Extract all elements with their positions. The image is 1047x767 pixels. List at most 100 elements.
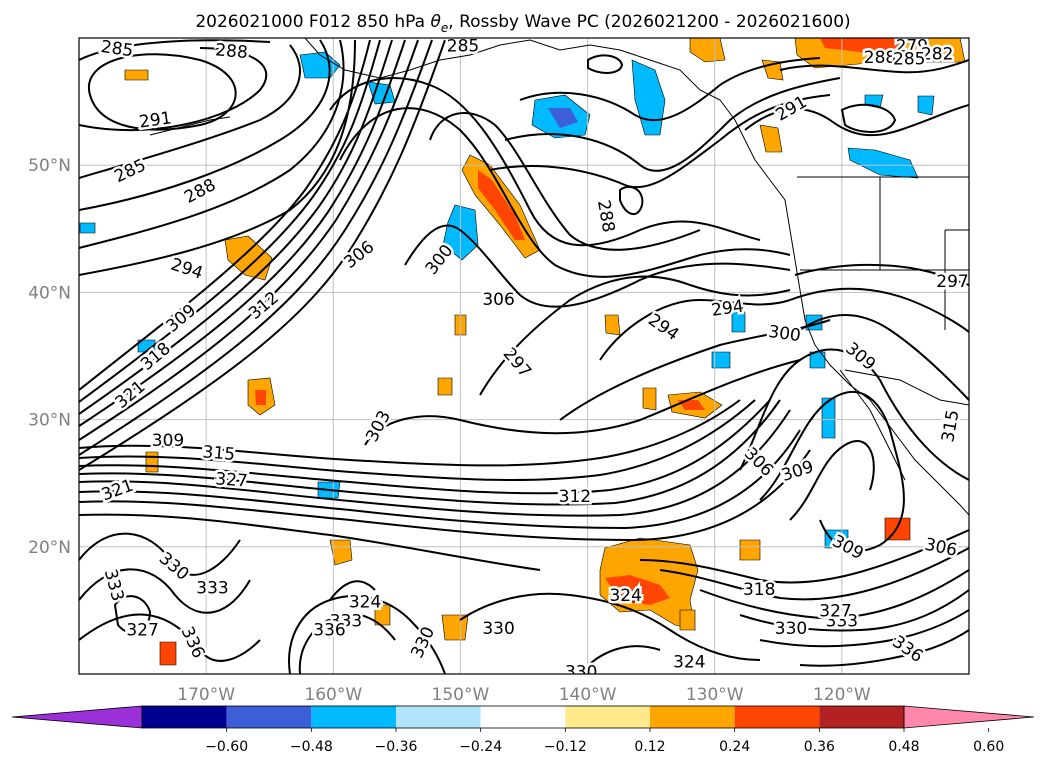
contour-label: 309: [149, 428, 186, 453]
contour-label: 318: [740, 577, 777, 602]
colorbar: −0.60 −0.48 −0.36 −0.24 −0.12 0.12 0.24 0.36 0.4…: [11, 705, 1035, 755]
coast-baja: [839, 369, 906, 481]
contour-s-closed-327: [113, 595, 152, 634]
lon-tick-label: 140°W: [559, 685, 617, 705]
shade-warm-bc: [759, 124, 783, 153]
shade-cold-gulf-2: [631, 59, 666, 136]
contour-s-333-b: [298, 612, 396, 674]
colorbar-tick-label: 0.36: [804, 739, 835, 755]
colorbar-tick-label: −0.24: [459, 739, 502, 755]
contour-label: 330: [772, 617, 809, 642]
contour-ridge-303: [339, 107, 791, 278]
contour-label-text: 279: [896, 37, 928, 57]
shade-warm-top-2-core: [820, 38, 910, 55]
contour-label-text: 324: [673, 652, 705, 672]
contour-ridge-285: [519, 57, 821, 122]
colorbar-tick-label: 0.60: [973, 739, 1004, 755]
shade-cold-canada: [847, 147, 919, 179]
coast-alaska: [304, 38, 791, 231]
contour-e-312: [789, 440, 875, 521]
shade-warm-mid-1-core: [255, 390, 266, 405]
lon-tick-label: 150°W: [432, 685, 490, 705]
contour-label: 336: [311, 618, 348, 643]
map-frame: [78, 37, 970, 675]
lon-tick-label: 160°W: [304, 685, 362, 705]
contour-label-text: 333: [826, 612, 858, 632]
contour-label-text: 330: [565, 662, 597, 682]
contour-label-text: 327: [215, 469, 249, 491]
lon-tick-label: 130°W: [686, 685, 744, 705]
shade-warm-south-2: [884, 517, 911, 541]
colorbar-tick-label: 0.24: [719, 739, 750, 755]
contour-label: 324: [346, 590, 383, 615]
contour-s-330-c: [459, 592, 761, 661]
contour-label-text: 315: [202, 442, 236, 465]
contour-s-324-c: [699, 569, 969, 620]
contour-closed-291: [87, 53, 237, 131]
contour-label-text: 285: [447, 37, 479, 57]
contour-e-300: [789, 287, 969, 333]
shade-cold-west-1: [79, 222, 96, 234]
contour-s-324-b: [579, 645, 661, 674]
contour-sub-312: [79, 399, 756, 482]
contour-ridge-288: [504, 77, 841, 172]
contour-label: 288: [212, 38, 251, 66]
shade-warm-tiny-1: [145, 451, 159, 473]
contour-trough-303: [364, 359, 801, 446]
contour-label-text: 330: [482, 619, 514, 639]
contour-label: 285: [891, 47, 928, 72]
contour-label-text: 327: [819, 601, 851, 621]
contour-closed-small-1: [587, 54, 624, 74]
axis-labels: 50°N 40°N 30°N 20°N 170°W 160°W 150°W 140°W 130°…: [28, 156, 871, 705]
colorbar-segment: [396, 706, 481, 728]
coastlines: [149, 38, 969, 516]
colorbar-extend-high: [903, 705, 1035, 729]
contour-label: 282: [918, 42, 955, 67]
contour-label-text: 333: [330, 612, 362, 632]
contour-s-336-a: [79, 613, 261, 662]
contour-ridge-297: [429, 112, 701, 251]
contour-e-303: [799, 314, 969, 401]
colorbar-segment: [819, 706, 904, 728]
contour-e-309: [759, 390, 905, 552]
contour-closed-small-2: [619, 185, 644, 215]
contour-label-text: 309: [152, 431, 184, 451]
colorbar-segment: [226, 706, 312, 728]
contour-ridge-300: [329, 77, 761, 247]
title-prefix: 2026021000 F012 850 hPa: [195, 12, 430, 32]
title-theta: θ: [431, 12, 442, 32]
contour-label-text: 306: [482, 290, 514, 310]
colorbar-tick-label: 0.12: [634, 739, 665, 755]
colorbar-tick-label: −0.36: [375, 739, 418, 755]
shade-warm-165w: [224, 235, 273, 281]
contour-label-text: 285: [893, 49, 925, 69]
colorbar-segment: [565, 706, 650, 728]
lon-tick-label: 170°W: [177, 685, 235, 705]
contour-sub-330: [79, 513, 541, 571]
contour-label: 330: [562, 660, 599, 682]
colorbar-segment: [650, 706, 735, 728]
contour-label: 279: [893, 37, 930, 59]
contour-label-text: 288: [864, 48, 896, 68]
contour-s-330-a: [79, 568, 251, 614]
contour-s-324-a: [329, 580, 376, 601]
contour-jet-5: [79, 39, 419, 441]
contour-label: 324: [671, 650, 708, 674]
lat-tick-label: 20°N: [28, 538, 71, 558]
colorbar-tick-label: 0.48: [888, 739, 919, 755]
contour-label-text: 330: [775, 619, 807, 639]
contour-label: 330: [480, 617, 517, 642]
contour-label: 333: [327, 609, 364, 634]
contour-bc-288: [779, 59, 969, 74]
lat-tick-label: 30°N: [28, 411, 71, 431]
contour-label-text: 297: [936, 272, 968, 292]
contour-288-mid: [79, 39, 331, 211]
contour-label-text: 327: [126, 620, 158, 640]
contour-label-text: 324: [609, 586, 641, 606]
contour-s-330-d: [759, 609, 969, 648]
contour-label-text: 336: [313, 620, 345, 640]
title-suffix: , Rossby Wave PC (2026021200 - 202602160…: [448, 12, 850, 32]
contour-sub-324: [79, 429, 801, 530]
contour-288-nw: [79, 47, 268, 132]
